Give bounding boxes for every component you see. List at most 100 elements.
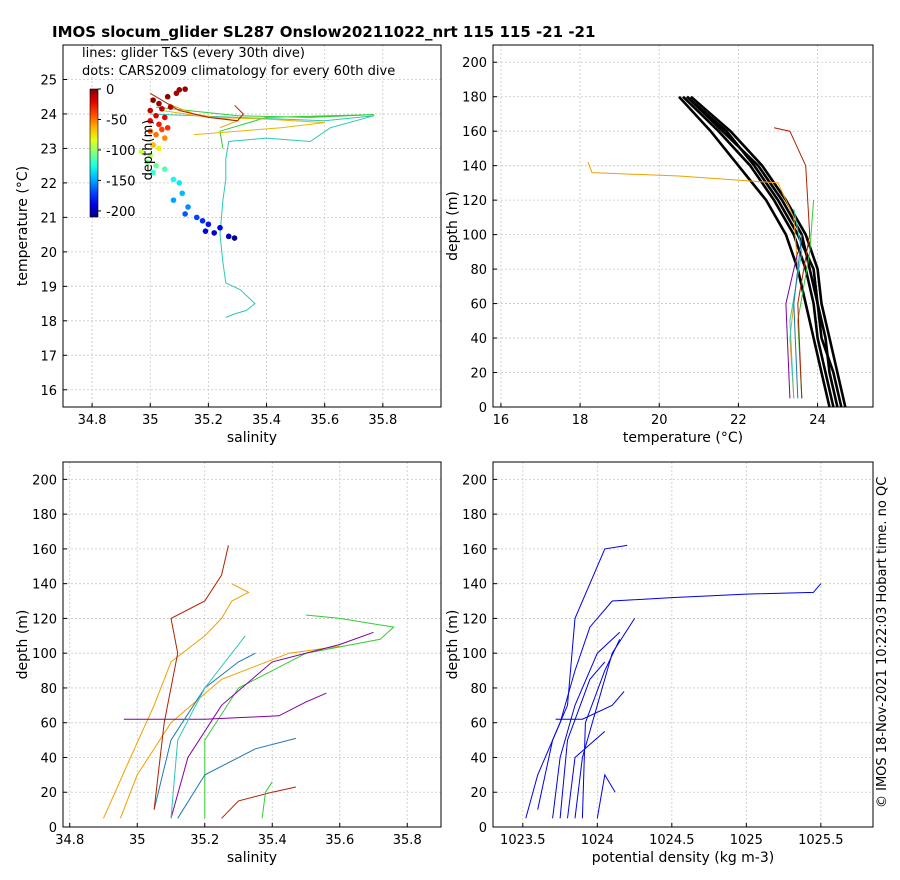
- profile-line: [560, 662, 605, 818]
- y-axis-label: depth (m): [445, 191, 461, 261]
- climatology-dot: [156, 146, 162, 152]
- profile-line: [526, 584, 821, 819]
- x-tick-label: 35.6: [310, 413, 339, 428]
- y-tick-label: 200: [462, 473, 487, 488]
- x-tick-label: 18: [572, 413, 589, 428]
- x-tick-label: 20: [651, 413, 668, 428]
- climatology-dot: [156, 101, 162, 107]
- y-tick-label: 40: [470, 751, 487, 766]
- chart-ts: 34.8 35 35.2 35.4 35.6 35.8161718192021222324…: [15, 45, 441, 446]
- climatology-dot: [159, 127, 165, 133]
- y-tick-label: 17: [40, 349, 57, 364]
- y-tick-label: 25: [40, 73, 57, 88]
- y-tick-label: 120: [462, 194, 487, 209]
- y-tick-label: 20: [40, 246, 57, 261]
- profile-line: [120, 646, 339, 818]
- y-tick-label: 200: [32, 473, 57, 488]
- y-tick-label: 160: [32, 543, 57, 558]
- climatology-dot: [171, 177, 177, 183]
- y-tick-label: 140: [462, 578, 487, 593]
- y-tick-label: 100: [462, 647, 487, 662]
- y-axis-label: temperature (°C): [15, 166, 31, 286]
- y-tick-label: 120: [462, 612, 487, 627]
- plot-frame: [63, 45, 441, 407]
- climatology-dot: [165, 125, 171, 131]
- climatology-profile-line: [687, 97, 837, 407]
- climatology-dot: [194, 215, 200, 221]
- climatology-dot: [153, 113, 159, 119]
- y-tick-label: 100: [32, 647, 57, 662]
- climatology-dot: [203, 228, 209, 234]
- climatology-dot: [168, 104, 174, 110]
- y-tick-label: 140: [32, 578, 57, 593]
- y-tick-label: 18: [40, 315, 57, 330]
- climatology-dot: [200, 218, 206, 224]
- climatology-dot: [162, 135, 168, 141]
- climatology-dot: [171, 197, 177, 203]
- x-tick-label: 35.6: [325, 833, 354, 848]
- plot-frame: [493, 462, 873, 827]
- x-axis-label: salinity: [227, 430, 277, 446]
- plots-group: 34.8 35 35.2 35.4 35.6 35.8 16 17 18 19 20 21 22 23 24…: [15, 45, 873, 866]
- y-tick-label: 20: [470, 786, 487, 801]
- profile-line: [222, 787, 296, 818]
- x-tick-label: 35: [142, 413, 159, 428]
- y-tick-label: 20: [470, 367, 487, 382]
- y-tick-label: 23: [40, 142, 57, 157]
- y-axis-label: depth (m): [15, 610, 31, 680]
- y-tick-label: 20: [40, 786, 57, 801]
- climatology-dot: [232, 235, 238, 241]
- x-axis-label: salinity: [227, 850, 277, 866]
- profile-line: [588, 162, 798, 398]
- climatology-dot: [206, 221, 212, 227]
- y-tick-label: 24: [40, 108, 57, 123]
- x-axis-label: temperature (°C): [623, 430, 743, 446]
- x-tick-label: 1023.5: [500, 833, 546, 848]
- legend-annotation: dots: CARS2009 climatology for every 60t…: [82, 64, 395, 79]
- climatology-dot: [182, 211, 188, 217]
- x-axis-label: potential density (kg m-3): [592, 850, 774, 866]
- figure-canvas: IMOS slocum_glider SL287 Onslow20211022_…: [0, 0, 900, 880]
- colorbar-tick-label: -50: [106, 113, 127, 128]
- y-tick-label: 80: [470, 263, 487, 278]
- colorbar-tick-label: -100: [106, 144, 136, 159]
- y-tick-label: 140: [462, 160, 487, 175]
- y-tick-label: 80: [470, 682, 487, 697]
- y-tick-label: 40: [40, 751, 57, 766]
- x-tick-label: 34.8: [55, 833, 84, 848]
- climatology-dot: [217, 225, 223, 231]
- x-tick-label: 35.8: [368, 413, 397, 428]
- y-tick-label: 0: [479, 401, 487, 416]
- y-tick-label: 180: [462, 91, 487, 106]
- climatology-dot: [162, 166, 168, 172]
- y-tick-label: 60: [40, 717, 57, 732]
- climatology-dot: [162, 115, 168, 121]
- plot-area: [588, 97, 845, 407]
- y-tick-label: 22: [40, 177, 57, 192]
- colorbar-label: depth(m): [141, 120, 156, 181]
- chart-dens-depth: 1023.5 1024 1024.5 1025 1025.502040608010012…: [445, 462, 873, 866]
- climatology-dot: [211, 230, 217, 236]
- x-tick-label: 1025: [730, 833, 763, 848]
- climatology-dot: [182, 86, 188, 92]
- x-tick-label: 35.2: [190, 833, 219, 848]
- climatology-dot: [185, 204, 191, 210]
- y-tick-label: 200: [462, 56, 487, 71]
- x-tick-label: 34.8: [78, 413, 107, 428]
- profile-line: [538, 545, 627, 809]
- climatology-dot: [150, 97, 156, 103]
- y-axis-label: depth (m): [445, 610, 461, 680]
- profile-line: [178, 738, 296, 818]
- colorbar-tick-label: 0: [106, 83, 114, 98]
- plot-area: [104, 545, 394, 818]
- y-tick-label: 19: [40, 280, 57, 295]
- x-tick-label: 24: [809, 413, 826, 428]
- profile-line: [156, 107, 374, 148]
- x-tick-label: 1024: [581, 833, 614, 848]
- y-tick-label: 21: [40, 211, 57, 226]
- x-tick-label: 35.2: [194, 413, 223, 428]
- y-tick-label: 180: [462, 508, 487, 523]
- y-tick-label: 40: [470, 332, 487, 347]
- x-tick-label: 35.8: [393, 833, 422, 848]
- y-tick-label: 16: [40, 384, 57, 399]
